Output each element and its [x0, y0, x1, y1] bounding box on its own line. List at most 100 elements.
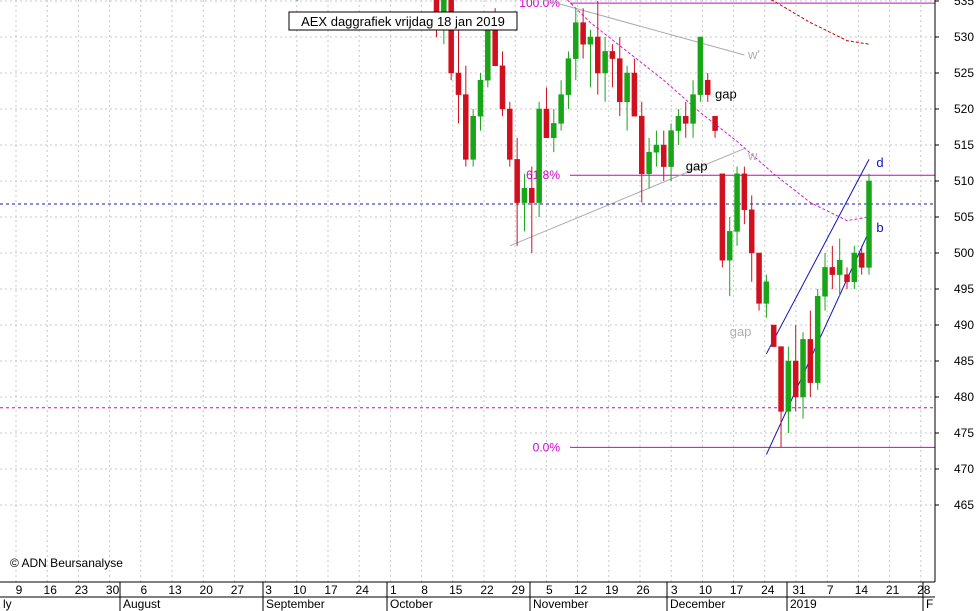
annotation-label: gap: [730, 324, 752, 339]
candle-body: [477, 79, 484, 117]
grid: [0, 0, 935, 582]
x-tick-label: 23: [75, 583, 89, 597]
candle-body: [499, 65, 506, 110]
annotation-label: w: [747, 148, 758, 163]
x-tick-label: 24: [761, 583, 775, 597]
candle-body: [690, 94, 696, 124]
candle-body: [536, 108, 542, 203]
x-tick-label: 20: [200, 583, 214, 597]
y-tick-label: 470: [954, 462, 974, 476]
candle-body: [763, 281, 770, 304]
x-tick-label: 15: [449, 583, 463, 597]
x-tick-label: 9: [16, 583, 23, 597]
candle-body: [844, 274, 850, 283]
month-label: F: [926, 597, 933, 611]
y-tick-label: 525: [954, 66, 974, 80]
trend-line-w: [509, 148, 745, 247]
x-tick-label: 24: [356, 583, 370, 597]
candle-body: [543, 108, 550, 139]
fibonacci-label: 61.8%: [526, 168, 560, 182]
horizontal-levels: 100.0% 61.8% 0.0%: [0, 0, 935, 454]
candle-body: [726, 231, 733, 261]
candle-body: [602, 51, 608, 74]
candle-body: [609, 51, 616, 59]
candle-body: [514, 159, 520, 203]
month-label: October: [390, 597, 433, 611]
candle-body: [829, 267, 836, 275]
month-label: December: [670, 597, 725, 611]
x-tick-label: 22: [480, 583, 494, 597]
candle-body: [748, 209, 755, 254]
fibonacci-label: 0.0%: [533, 440, 561, 454]
candle-body: [792, 360, 799, 398]
moving-average-long: [770, 0, 870, 45]
candle-body: [631, 72, 638, 117]
annotation-label: w': [747, 47, 760, 62]
candle-body: [595, 36, 601, 74]
candle-body: [756, 252, 762, 304]
channel-line-upper: [765, 159, 870, 355]
candle-body: [507, 108, 513, 160]
candle-body: [675, 115, 682, 131]
candle-body: [785, 360, 792, 412]
y-tick-label: 475: [954, 426, 974, 440]
month-label: ly: [3, 597, 12, 611]
y-tick-label: 530: [954, 30, 974, 44]
chart-title: AEX daggrafiek vrijdag 18 jan 2019: [301, 14, 505, 29]
y-tick-label: 495: [954, 282, 974, 296]
candle-body: [836, 259, 843, 275]
month-label: November: [533, 597, 588, 611]
x-tick-label: 31: [792, 583, 806, 597]
x-tick-label: 17: [730, 583, 744, 597]
candle-body: [587, 36, 594, 45]
candle-body: [580, 22, 586, 45]
candle-body: [448, 0, 454, 74]
x-tick-label: 1: [390, 583, 397, 597]
candle-body: [704, 79, 711, 95]
x-tick-label: 29: [512, 583, 526, 597]
y-tick-label: 490: [954, 318, 974, 332]
x-tick-label: 3: [265, 583, 272, 597]
candle-body: [712, 115, 718, 131]
y-tick-label: 535: [954, 0, 974, 8]
fibonacci-label: 100.0%: [519, 0, 560, 10]
x-tick-label: 16: [44, 583, 58, 597]
x-tick-label: 27: [231, 583, 245, 597]
x-tick-label: 8: [421, 583, 428, 597]
y-tick-label: 485: [954, 354, 974, 368]
candle-body: [814, 295, 821, 383]
x-tick-label: 10: [293, 583, 307, 597]
x-tick-label: 26: [636, 583, 650, 597]
y-tick-label: 465: [954, 498, 974, 512]
candle-body: [529, 187, 535, 203]
candle-body: [639, 115, 645, 175]
candles: [296, 0, 872, 448]
annotation-label: b: [876, 220, 883, 235]
candle-body: [697, 36, 704, 95]
annotation-label: gap: [686, 159, 708, 174]
x-tick-label: 21: [886, 583, 900, 597]
candle-body: [668, 130, 674, 167]
candle-body: [778, 346, 784, 412]
candle-body: [822, 267, 828, 297]
candle-body: [653, 144, 660, 153]
y-tick-label: 520: [954, 102, 974, 116]
y-tick-label: 510: [954, 174, 974, 188]
x-tick-label: 28: [917, 583, 931, 597]
candle-body: [455, 72, 462, 95]
candle-body: [682, 115, 689, 124]
candle-body: [866, 180, 872, 268]
x-tick-label: 3: [671, 583, 678, 597]
candle-body: [807, 339, 814, 383]
month-label: 2019: [790, 597, 817, 611]
x-tick-label: 13: [168, 583, 182, 597]
copyright-label: © ADN Beursanalyse: [10, 556, 123, 570]
moving-average-short: [566, 0, 870, 222]
x-tick-label: 30: [106, 583, 120, 597]
x-tick-label: 7: [827, 583, 834, 597]
candle-body: [800, 339, 806, 398]
candle-body: [646, 151, 652, 175]
candle-body: [485, 22, 491, 81]
candle-body: [741, 173, 748, 211]
candle-body: [770, 324, 777, 347]
